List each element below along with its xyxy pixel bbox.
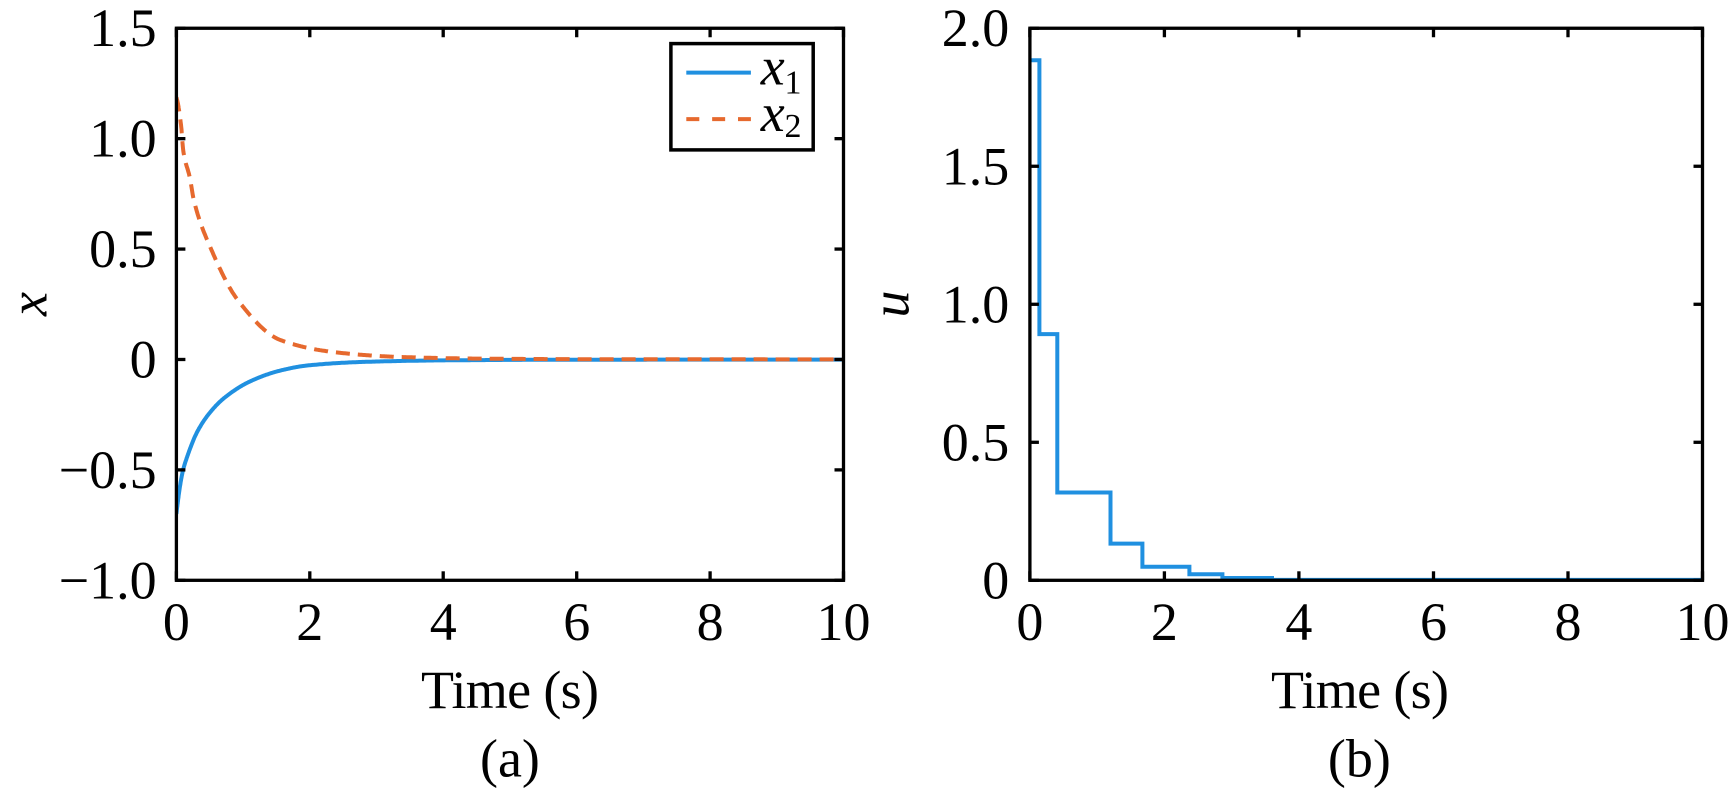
svg-text:6: 6 (563, 592, 590, 652)
svg-text:0.5: 0.5 (89, 219, 157, 279)
svg-text:10: 10 (817, 592, 871, 652)
svg-text:u: u (861, 291, 921, 318)
svg-text:Time (s): Time (s) (421, 660, 598, 720)
svg-text:2: 2 (785, 108, 802, 145)
svg-text:x: x (0, 292, 59, 317)
svg-text:−0.5: −0.5 (59, 440, 157, 500)
svg-text:2: 2 (1151, 592, 1178, 652)
svg-text:x: x (760, 83, 785, 143)
svg-text:4: 4 (430, 592, 457, 652)
svg-text:0: 0 (982, 550, 1009, 610)
svg-text:0.5: 0.5 (942, 412, 1010, 472)
svg-text:4: 4 (1285, 592, 1312, 652)
svg-text:10: 10 (1676, 592, 1730, 652)
svg-text:2: 2 (296, 592, 323, 652)
svg-text:1: 1 (785, 65, 802, 102)
svg-text:−1.0: −1.0 (59, 550, 157, 610)
svg-text:(b): (b) (1328, 729, 1391, 789)
svg-text:0: 0 (130, 330, 157, 390)
svg-text:8: 8 (1555, 592, 1582, 652)
svg-text:1.5: 1.5 (942, 136, 1010, 196)
svg-text:(a): (a) (480, 729, 540, 789)
svg-text:x: x (760, 36, 785, 96)
svg-text:1.5: 1.5 (89, 0, 157, 58)
svg-text:1.0: 1.0 (89, 109, 157, 169)
svg-text:8: 8 (697, 592, 724, 652)
svg-text:1.0: 1.0 (942, 274, 1010, 334)
svg-text:6: 6 (1420, 592, 1447, 652)
svg-text:0: 0 (163, 592, 190, 652)
svg-text:0: 0 (1016, 592, 1043, 652)
svg-text:2.0: 2.0 (942, 0, 1010, 58)
svg-text:Time (s): Time (s) (1271, 660, 1448, 720)
